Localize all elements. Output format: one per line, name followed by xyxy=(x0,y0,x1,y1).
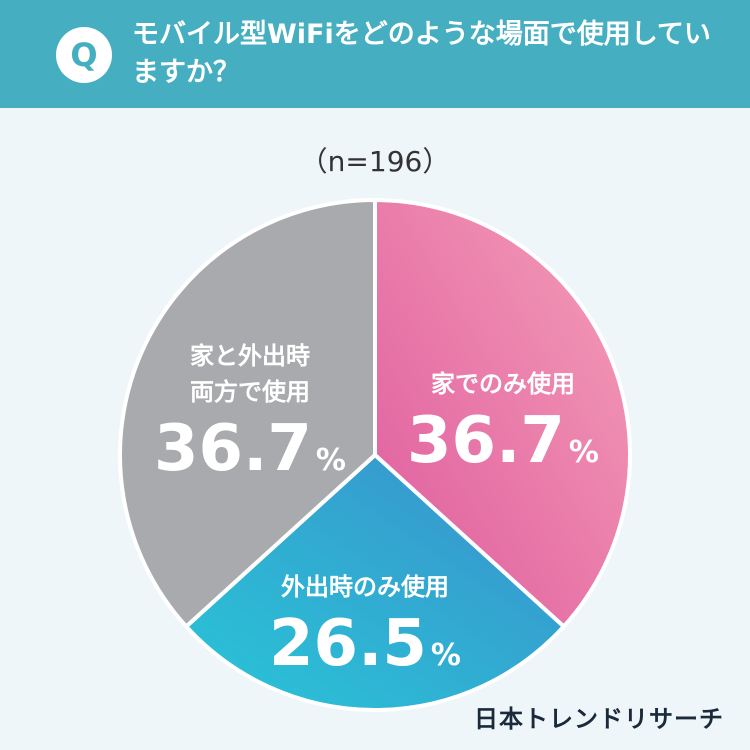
question-header: Q モバイル型WiFiをどのような場面で使用していますか？ xyxy=(0,0,750,108)
slice-value-1: 36.7% xyxy=(407,404,599,478)
pie-slice-home-only xyxy=(373,198,632,629)
slice-value-2: 26.5% xyxy=(269,607,461,681)
slice-label-3-line-1: 家と外出時 xyxy=(190,342,310,370)
slice-label-1: 家でのみ使用 xyxy=(431,370,575,398)
brand-logo: 日本トレンドリサーチ xyxy=(474,705,724,733)
pie-slice-both xyxy=(118,198,377,629)
pie-slice-outside-only xyxy=(184,453,566,712)
slice-label-2: 外出時のみ使用 xyxy=(281,573,449,601)
slice-value-3: 36.7% xyxy=(154,412,346,486)
slice-label-3-line-2: 両方で使用 xyxy=(190,378,310,406)
question-badge: Q xyxy=(56,27,112,83)
sample-size: （n=196） xyxy=(299,145,451,178)
question-text: モバイル型WiFiをどのような場面で使用していますか？ xyxy=(132,19,711,88)
